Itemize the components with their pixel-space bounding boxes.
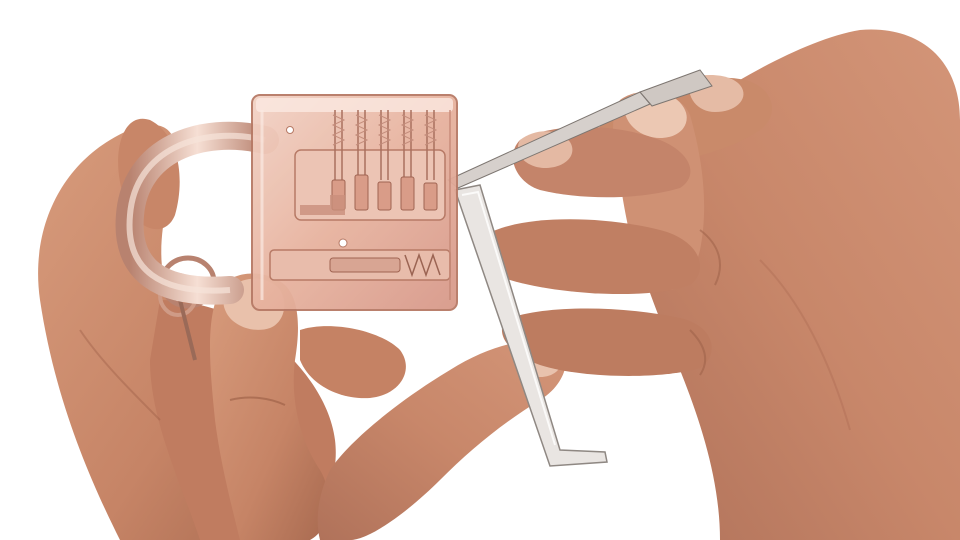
left-thumb	[210, 273, 329, 540]
right-ring-finger-upper	[477, 219, 700, 295]
tension-wrench-body	[454, 184, 608, 467]
padlock-latch-bolt	[329, 257, 401, 273]
right-hand	[477, 29, 960, 540]
tension-wrench	[454, 184, 608, 467]
right-ring-finger	[317, 341, 566, 540]
padlock-screw-1	[338, 238, 348, 248]
right-knuckle-crease-2	[689, 329, 707, 376]
padlock-pin-springs	[334, 110, 435, 180]
padlock-spring-coils	[331, 114, 438, 146]
padlock-screw-2	[286, 126, 294, 134]
left-thumb-crease	[229, 396, 286, 406]
padlock-shackle-shine	[126, 132, 266, 294]
right-little-finger	[501, 308, 712, 376]
padlock-latch-spring	[404, 252, 441, 278]
left-index-finger	[300, 326, 406, 399]
padlock-keyway	[300, 195, 345, 215]
padlock-top-edge	[256, 98, 453, 112]
lock-pick-handle	[639, 69, 713, 107]
right-hand-tendon	[759, 259, 851, 431]
right-knuckle-crease-1	[699, 229, 721, 286]
left-palm-crease	[79, 329, 161, 421]
keyring-tail	[178, 299, 197, 361]
right-back-of-hand	[626, 29, 960, 540]
tension-wrench-highlight	[461, 190, 556, 446]
transparent-padlock	[115, 94, 458, 311]
